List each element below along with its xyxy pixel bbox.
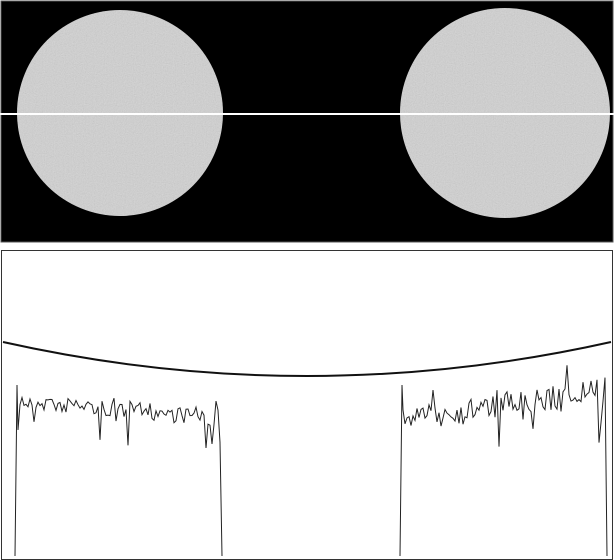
page: (() => { const data = JSON.parse(documen… [0, 0, 614, 560]
figure [0, 0, 614, 560]
profile-panel [2, 251, 613, 560]
